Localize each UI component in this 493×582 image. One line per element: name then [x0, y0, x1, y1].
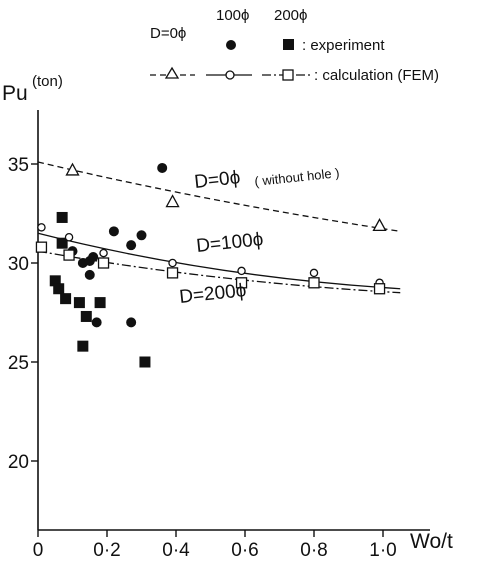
data-point-experiment-d100 — [157, 162, 168, 173]
axes: Pu (ton) Wo/t 0 0·2 0·4 0·6 0·8 1·0 20 25 30 35 — [2, 73, 453, 561]
data-point-calculation-d200 — [308, 277, 320, 289]
data-point-experiment-d200 — [56, 237, 68, 249]
data-point-experiment-d200 — [56, 211, 68, 223]
data-point-calculation-d0 — [65, 162, 80, 176]
legend-experiment-circle-marker — [226, 40, 236, 50]
data-point-calculation-d0 — [372, 218, 387, 232]
x-tick-label: 0·4 — [162, 540, 190, 561]
data-point-experiment-d200 — [94, 297, 106, 309]
data-point-calculation-d200 — [63, 249, 75, 261]
data-point-experiment-d200 — [77, 340, 89, 352]
legend-experiment-square-marker — [283, 39, 294, 50]
data-point-calculation-d100 — [168, 258, 177, 268]
y-tick-label: 20 — [8, 452, 29, 473]
x-tick-label: 1·0 — [369, 540, 396, 561]
data-point-experiment-d100 — [126, 317, 137, 328]
curve-label-d200: D=200ϕ — [178, 280, 247, 308]
data-point-experiment-d200 — [80, 310, 92, 322]
x-tick-label: 0 — [33, 540, 44, 561]
legend-experiment-label: : experiment — [302, 37, 385, 54]
curve-label-d0-note: ( without hole ) — [254, 165, 340, 189]
ticks: 0 0·2 0·4 0·6 0·8 1·0 20 25 30 35 — [8, 155, 397, 561]
data-point-calculation-d200 — [373, 283, 386, 295]
points — [35, 162, 387, 368]
data-point-calculation-d100 — [99, 248, 108, 258]
data-point-experiment-d200 — [73, 297, 85, 309]
series-line-d100 — [37, 232, 401, 290]
legend-header-100: 100ϕ — [216, 7, 249, 24]
data-point-experiment-d200 — [49, 275, 61, 287]
y-axis-title: Pu — [2, 82, 28, 105]
y-tick-label: 25 — [8, 353, 29, 374]
legend-open-circle-marker — [225, 70, 235, 80]
data-point-calculation-d200 — [97, 257, 110, 269]
x-axis-title: Wo/t — [410, 530, 453, 553]
data-point-calculation-d100 — [237, 266, 246, 276]
legend-calculation-label: : calculation (FEM) — [314, 67, 439, 84]
curve-label-d100: D=100ϕ — [195, 229, 264, 257]
legend: D=0ϕ 100ϕ 200ϕ : experiment : calculatio… — [150, 7, 439, 84]
data-point-calculation-d200 — [166, 267, 179, 279]
y-tick-label: 30 — [8, 254, 29, 275]
y-axis-unit: (ton) — [32, 73, 63, 90]
data-point-calculation-d100 — [309, 268, 319, 278]
y-tick-label: 35 — [8, 155, 29, 176]
legend-header-d0: D=0ϕ — [150, 25, 186, 42]
data-point-calculation-d200 — [35, 241, 48, 253]
data-point-calculation-d200 — [235, 277, 248, 289]
x-tick-label: 0·8 — [300, 540, 327, 561]
legend-header-200: 200ϕ — [274, 7, 307, 24]
data-point-experiment-d100 — [136, 230, 147, 241]
curve-label-d0: D=0ϕ — [193, 167, 241, 193]
x-tick-label: 0·6 — [231, 540, 258, 561]
legend-triangle-marker — [164, 66, 180, 79]
data-point-experiment-d200 — [139, 356, 151, 368]
data-point-experiment-d100 — [88, 252, 99, 263]
data-point-calculation-d100 — [37, 223, 46, 232]
series-line-d0 — [37, 161, 401, 232]
data-point-experiment-d100 — [126, 240, 137, 251]
x-tick-label: 0·2 — [93, 540, 120, 561]
data-point-experiment-d100 — [84, 269, 95, 280]
data-point-calculation-d100 — [64, 233, 74, 242]
data-point-experiment-d200 — [53, 283, 65, 295]
data-point-experiment-d100 — [91, 317, 102, 328]
data-point-experiment-d100 — [108, 226, 119, 237]
legend-open-square-marker — [282, 69, 294, 81]
data-point-experiment-d200 — [60, 293, 72, 305]
data-point-calculation-d0 — [165, 194, 180, 208]
